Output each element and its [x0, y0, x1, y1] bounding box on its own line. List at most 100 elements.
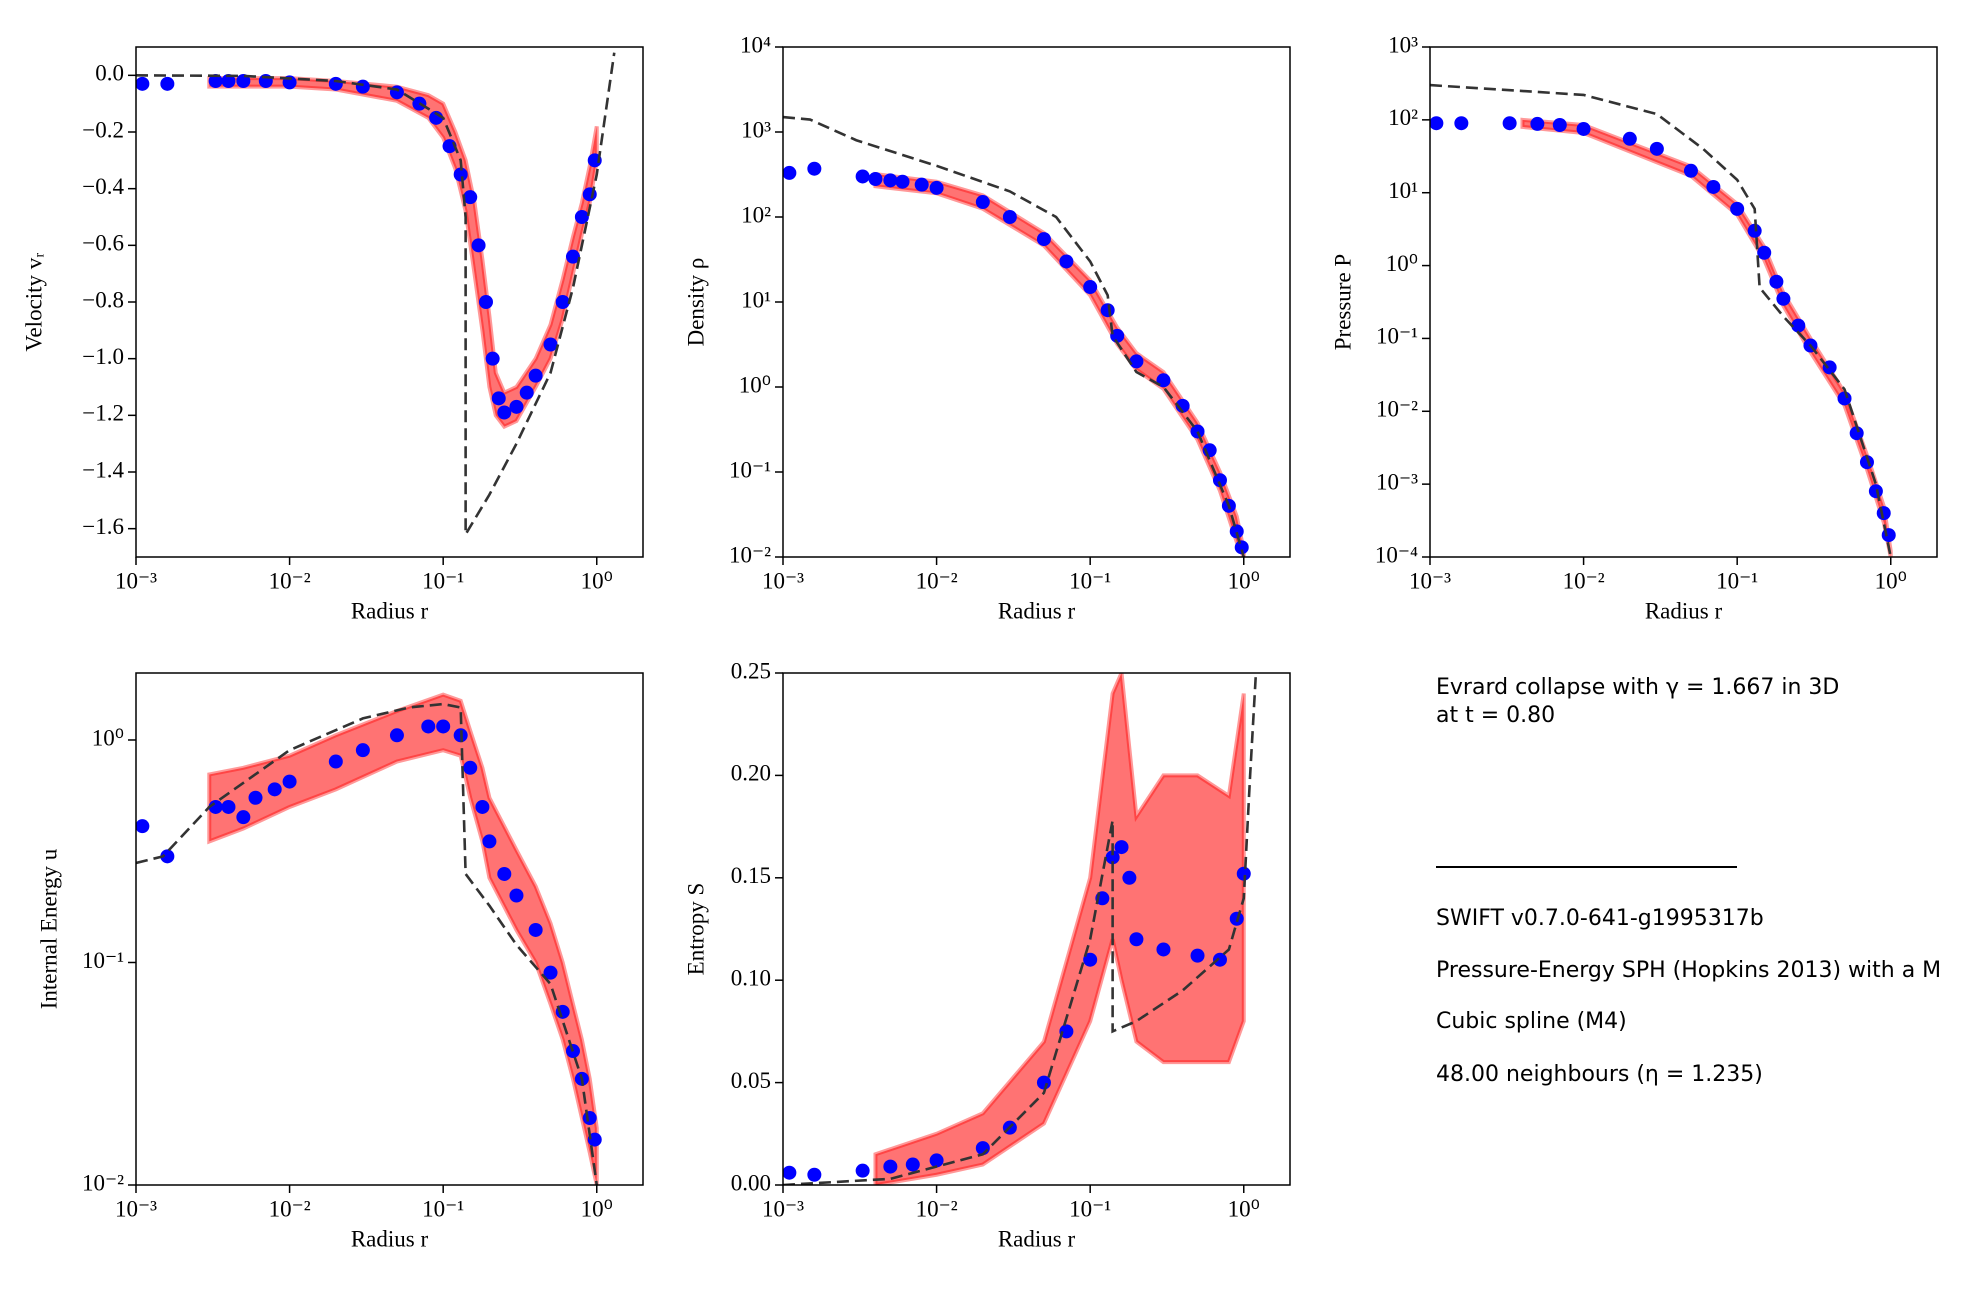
y-tick-label: 10⁻² — [729, 542, 771, 567]
binned-point — [1129, 932, 1144, 947]
panel: 10⁻³ 10⁻² 10⁻¹ 10⁰ 0.00 0.05 0.10 0.15 0.20 0.25 R… — [683, 658, 1291, 1251]
binned-point — [1757, 245, 1772, 260]
binned-point — [389, 728, 404, 743]
binned-point — [160, 849, 175, 864]
binned-point — [1849, 426, 1864, 441]
x-tick-label: 10⁻¹ — [1069, 1196, 1111, 1221]
binned-point — [463, 760, 478, 775]
binned-point — [528, 368, 543, 383]
binned-point — [1129, 354, 1144, 369]
y-tick-label: 10⁻³ — [1376, 469, 1418, 494]
y-tick-label: 10⁴ — [740, 32, 771, 57]
x-tick-label: 10⁻¹ — [1069, 568, 1111, 593]
y-tick-label: 10⁻¹ — [1376, 324, 1418, 349]
y-tick-label: −1.2 — [82, 401, 124, 426]
binned-point — [555, 295, 570, 309]
binned-point — [497, 405, 512, 420]
binned-point — [471, 238, 486, 253]
y-tick-label: 0.05 — [731, 1068, 771, 1093]
x-tick-label: 10⁰ — [1228, 568, 1260, 593]
y-axis-label: Pressure P — [1330, 254, 1355, 350]
binned-point — [914, 177, 929, 192]
binned-point — [236, 810, 251, 825]
analytic-line — [1430, 83, 1893, 557]
panel: 10⁻³ 10⁻² 10⁻¹ 10⁰ 0.0 −0.2 −0.4 −0.6 −0.8 −1.0 −1… — [21, 46, 644, 623]
binned-point — [855, 169, 870, 184]
binned-point — [1059, 1024, 1074, 1039]
binned-point — [1002, 210, 1017, 224]
plot-area — [783, 115, 1249, 557]
binned-point — [582, 1111, 597, 1126]
analytic-line — [136, 702, 599, 1185]
binned-point — [1234, 540, 1249, 555]
y-tick-label: 0.10 — [731, 965, 771, 990]
binned-point — [1036, 232, 1051, 247]
x-tick-label: 10⁰ — [1875, 568, 1907, 593]
binned-point — [1083, 952, 1098, 967]
x-axis-label: Radius r — [1645, 598, 1723, 623]
x-tick-label: 10⁻³ — [762, 1196, 804, 1221]
y-tick-label: 0.15 — [731, 863, 771, 888]
binned-point — [221, 799, 236, 814]
binned-point — [453, 167, 468, 182]
binned-point — [1649, 141, 1664, 156]
particle-cloud — [873, 171, 1246, 557]
y-tick-label: 10³ — [1388, 32, 1418, 57]
binned-point — [855, 1163, 870, 1178]
analytic-line — [783, 673, 1258, 1185]
binned-point — [975, 195, 990, 210]
binned-point — [267, 782, 282, 797]
info-text: SWIFT v0.7.0-641-g1995317b — [1436, 906, 1764, 931]
particle-cloud — [873, 673, 1246, 1185]
x-tick-label: 10⁰ — [1228, 1196, 1260, 1221]
y-tick-label: 10⁰ — [92, 725, 124, 750]
x-tick-label: 10⁻³ — [115, 1196, 157, 1221]
axes-frame — [782, 672, 1291, 1186]
y-tick-label: −0.8 — [82, 287, 124, 312]
y-tick-label: 10³ — [741, 117, 771, 142]
info-text: 48.00 neighbours (η = 1.235) — [1436, 1062, 1763, 1087]
y-tick-label: −0.6 — [82, 231, 124, 256]
binned-point — [136, 819, 150, 834]
y-tick-label: 0.25 — [731, 658, 771, 683]
binned-point — [136, 76, 150, 91]
y-axis-label: Entropy S — [683, 883, 708, 976]
binned-point — [1114, 840, 1129, 855]
binned-point — [1683, 163, 1698, 178]
binned-point — [1881, 528, 1896, 543]
binned-point — [1530, 116, 1545, 131]
y-tick-label: −1.4 — [82, 457, 124, 482]
binned-point — [1730, 201, 1745, 216]
binned-point — [485, 351, 500, 366]
binned-point — [221, 74, 236, 88]
y-tick-label: −0.4 — [82, 174, 124, 199]
binned-point — [1552, 117, 1567, 132]
binned-point — [807, 161, 822, 176]
binned-point — [1769, 274, 1784, 289]
binned-point — [236, 74, 251, 88]
binned-point — [1791, 318, 1806, 333]
info-text: Pressure-Energy SPH (Hopkins 2013) with … — [1436, 958, 1941, 983]
x-tick-label: 10⁰ — [581, 568, 613, 593]
binned-point — [543, 965, 558, 980]
y-axis-label: Internal Energy u — [36, 848, 61, 1009]
binned-point — [868, 171, 883, 186]
binned-point — [482, 834, 497, 849]
binned-point — [807, 1167, 822, 1182]
binned-point — [509, 888, 524, 903]
binned-point — [463, 190, 478, 205]
binned-point — [574, 210, 589, 224]
binned-point — [895, 174, 910, 189]
y-axis-label: Velocity vᵣ — [21, 252, 46, 351]
plot-area — [783, 673, 1258, 1185]
binned-point — [1190, 948, 1205, 963]
binned-point — [1110, 328, 1125, 343]
binned-point — [1236, 866, 1251, 881]
x-tick-label: 10⁻¹ — [422, 1196, 464, 1221]
binned-point — [1454, 116, 1469, 131]
particle-cloud — [207, 692, 599, 1185]
binned-point — [475, 799, 490, 814]
binned-point — [1059, 254, 1074, 269]
